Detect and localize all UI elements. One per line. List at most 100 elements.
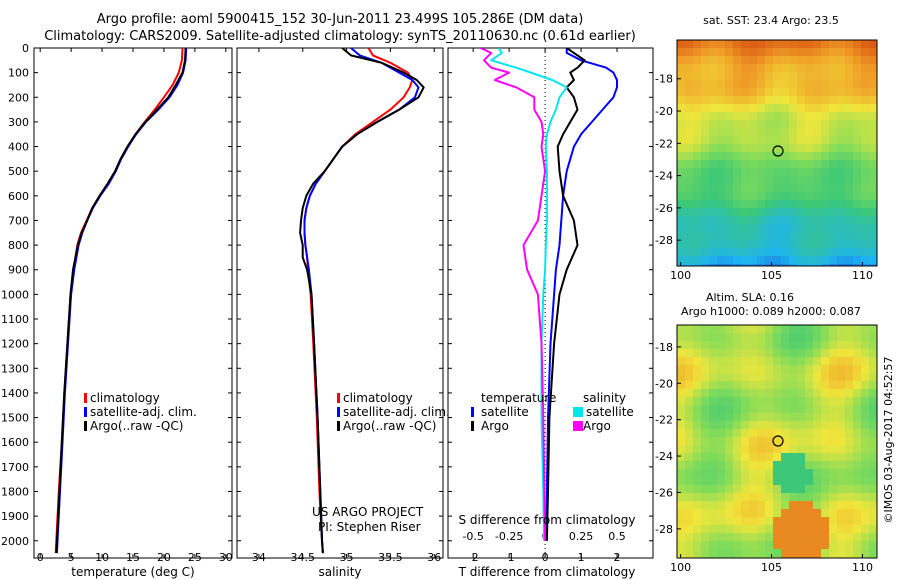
map-cell bbox=[765, 80, 773, 88]
map-cell bbox=[869, 445, 877, 453]
map-cell bbox=[805, 56, 813, 64]
map-cell bbox=[709, 461, 717, 469]
legend-label-t-argo: Argo bbox=[481, 419, 509, 433]
map-cell bbox=[789, 405, 797, 413]
map-cell bbox=[861, 224, 869, 232]
map-cell bbox=[741, 405, 749, 413]
map-cell bbox=[741, 421, 749, 429]
map-cell bbox=[677, 48, 685, 56]
map-cell bbox=[845, 421, 853, 429]
map-cell bbox=[781, 112, 789, 120]
map-cell bbox=[749, 128, 757, 136]
map-cell bbox=[693, 501, 701, 509]
map-cell bbox=[861, 421, 869, 429]
sst-map-title: sat. SST: 23.4 Argo: 23.5 bbox=[703, 14, 839, 27]
map-cell bbox=[733, 264, 741, 266]
map-cell bbox=[789, 112, 797, 120]
map-cell bbox=[797, 413, 805, 421]
map-cell bbox=[829, 413, 837, 421]
map-cell bbox=[685, 56, 693, 64]
map-cell bbox=[733, 200, 741, 208]
map-cell bbox=[773, 88, 781, 96]
map-cell bbox=[757, 72, 765, 80]
map-cell bbox=[725, 40, 733, 48]
map-cell bbox=[749, 184, 757, 192]
map-cell bbox=[749, 485, 757, 493]
map-cell bbox=[765, 64, 773, 72]
depth-tick-label: 900 bbox=[8, 264, 29, 277]
map-cell bbox=[869, 144, 877, 152]
map-cell bbox=[685, 525, 693, 533]
map-cell bbox=[709, 224, 717, 232]
map-cell bbox=[829, 485, 837, 493]
map-cell bbox=[693, 176, 701, 184]
map-cell bbox=[845, 264, 853, 266]
map-cell bbox=[741, 112, 749, 120]
map-cell bbox=[725, 192, 733, 200]
map-cell bbox=[733, 112, 741, 120]
map-cell bbox=[709, 357, 717, 365]
map-cell bbox=[821, 208, 829, 216]
map-cell bbox=[709, 325, 717, 333]
map-cell bbox=[709, 104, 717, 112]
map-cell bbox=[805, 128, 813, 136]
map-cell bbox=[765, 192, 773, 200]
map-cell bbox=[805, 349, 813, 357]
map-cell bbox=[717, 128, 725, 136]
map-cell bbox=[709, 152, 717, 160]
map-cell bbox=[709, 365, 717, 373]
map-cell bbox=[821, 461, 829, 469]
map-cell bbox=[693, 381, 701, 389]
map-cell bbox=[821, 176, 829, 184]
map-cell bbox=[733, 341, 741, 349]
map-cell bbox=[717, 192, 725, 200]
map-cell bbox=[757, 517, 765, 525]
map-cell bbox=[781, 533, 789, 541]
map-cell bbox=[797, 477, 805, 485]
map-cell bbox=[717, 168, 725, 176]
map-cell bbox=[821, 120, 829, 128]
map-cell bbox=[869, 192, 877, 200]
map-cell bbox=[773, 168, 781, 176]
map-cell bbox=[693, 429, 701, 437]
map-cell bbox=[709, 349, 717, 357]
map-cell bbox=[845, 176, 853, 184]
map-cell bbox=[861, 120, 869, 128]
map-x-tick-label: 105 bbox=[761, 561, 782, 574]
map-cell bbox=[805, 325, 813, 333]
map-cell bbox=[725, 517, 733, 525]
map-cell bbox=[869, 96, 877, 104]
map-cell bbox=[813, 224, 821, 232]
map-cell bbox=[805, 256, 813, 264]
map-cell bbox=[717, 72, 725, 80]
map-cell bbox=[821, 445, 829, 453]
map-cell bbox=[725, 349, 733, 357]
map-cell bbox=[725, 96, 733, 104]
map-cell bbox=[709, 256, 717, 264]
difference-profiles bbox=[479, 48, 618, 558]
map-cell bbox=[709, 389, 717, 397]
map-cell bbox=[765, 216, 773, 224]
map-cell bbox=[677, 208, 685, 216]
map-cell bbox=[725, 200, 733, 208]
map-cell bbox=[685, 549, 693, 557]
map-y-tick-label: -28 bbox=[655, 523, 673, 536]
map-cell bbox=[797, 176, 805, 184]
map-cell bbox=[861, 72, 869, 80]
map-cell bbox=[781, 357, 789, 365]
map-cell bbox=[853, 333, 861, 341]
map-cell bbox=[853, 88, 861, 96]
map-cell bbox=[861, 413, 869, 421]
x-tick-label: 1 bbox=[578, 551, 585, 564]
map-cell bbox=[733, 192, 741, 200]
map-cell bbox=[853, 248, 861, 256]
map-cell bbox=[845, 208, 853, 216]
map-cell bbox=[733, 120, 741, 128]
map-cell bbox=[701, 509, 709, 517]
map-cell bbox=[821, 160, 829, 168]
map-cell bbox=[677, 517, 685, 525]
map-cell bbox=[861, 232, 869, 240]
map-cell bbox=[837, 64, 845, 72]
map-cell bbox=[813, 64, 821, 72]
map-cell bbox=[845, 256, 853, 264]
